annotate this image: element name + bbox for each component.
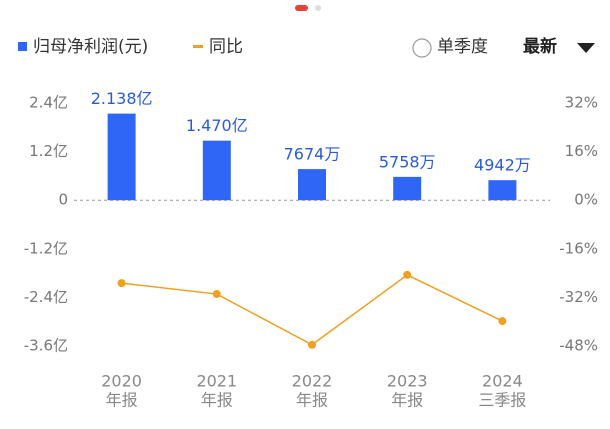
y-tick-label: -1.2亿 [24, 239, 68, 257]
bar [202, 140, 231, 201]
dropdown-label[interactable]: 最新 [523, 36, 557, 57]
line-point [308, 340, 316, 349]
x-tick-label: 年报 [106, 391, 138, 410]
y2-tick-label: 16% [565, 142, 598, 160]
value-label: 1.470亿 [186, 116, 248, 135]
legend-label: 同比 [209, 37, 243, 57]
y2-tick-label: 0% [574, 191, 598, 209]
x-tick-label: 三季报 [478, 391, 526, 410]
dropdown-arrow[interactable] [577, 43, 595, 53]
value-label: 2.138亿 [91, 89, 153, 108]
y2-tick-label: -32% [559, 288, 598, 306]
bar [298, 169, 326, 201]
y2-tick-label: -48% [559, 337, 598, 355]
x-tick-label: 2022 [292, 372, 333, 391]
page-indicator [315, 5, 321, 11]
legend-label: 归母净利润(元) [33, 37, 148, 57]
page-indicator-active [295, 5, 308, 11]
line [121, 274, 503, 346]
y-tick-label: 0 [58, 191, 68, 209]
line-point [117, 279, 126, 288]
bar [107, 113, 136, 201]
x-tick-label: 年报 [296, 391, 328, 410]
radio-label[interactable]: 单季度 [437, 37, 488, 57]
x-tick-label: 2021 [196, 372, 237, 391]
y-tick-label: 2.4亿 [29, 94, 68, 112]
y2-tick-label: -16% [559, 239, 598, 257]
legend-swatch [18, 42, 27, 51]
value-label: 7674万 [284, 145, 341, 164]
radio[interactable]: 单季度 [412, 37, 488, 58]
value-label: 5758万 [379, 152, 436, 171]
line-point [498, 317, 507, 326]
legend-swatch [193, 45, 203, 48]
radio-circle[interactable] [412, 38, 432, 58]
bar [393, 176, 422, 201]
x-tick-label: 2020 [101, 372, 142, 391]
x-tick-label: 年报 [201, 391, 233, 410]
y2-tick-label: 32% [565, 94, 598, 112]
value-label: 4942万 [474, 156, 531, 175]
line-point [403, 270, 412, 279]
bar [488, 180, 517, 201]
y-tick-label: -3.6亿 [24, 337, 68, 355]
dropdown[interactable]: 最新 [523, 36, 595, 57]
y-tick-label: -2.4亿 [24, 288, 68, 306]
x-tick-label: 2023 [387, 372, 428, 391]
x-tick-label: 2024 [482, 372, 523, 391]
x-tick-label: 年报 [391, 391, 423, 410]
line-point [212, 290, 221, 299]
y-tick-label: 1.2亿 [29, 142, 68, 160]
